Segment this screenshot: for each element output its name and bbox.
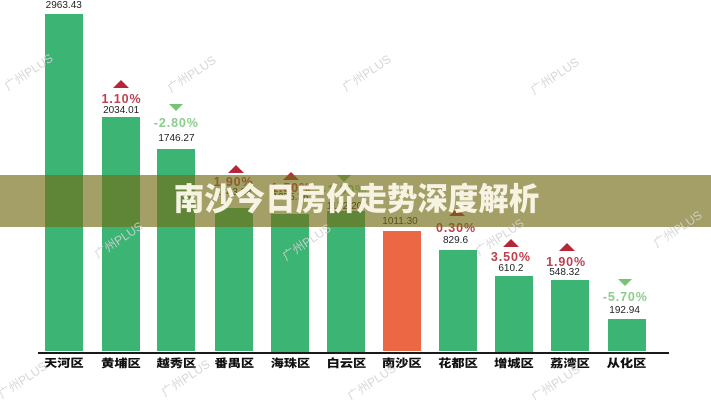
svg-text:PLUS: PLUS	[493, 216, 527, 245]
svg-text:PLUS: PLUS	[549, 362, 583, 391]
svg-text:PLUS: PLUS	[112, 219, 146, 248]
svg-text:PLUS: PLUS	[360, 52, 394, 81]
svg-text:PLUS: PLUS	[16, 359, 50, 388]
svg-text:PLUS: PLUS	[179, 357, 213, 386]
svg-text:PLUS: PLUS	[300, 221, 334, 250]
svg-text:PLUS: PLUS	[548, 55, 582, 84]
svg-text:PLUS: PLUS	[185, 53, 219, 82]
svg-text:PLUS: PLUS	[671, 208, 705, 237]
svg-text:PLUS: PLUS	[22, 51, 56, 80]
svg-text:PLUS: PLUS	[365, 361, 399, 390]
